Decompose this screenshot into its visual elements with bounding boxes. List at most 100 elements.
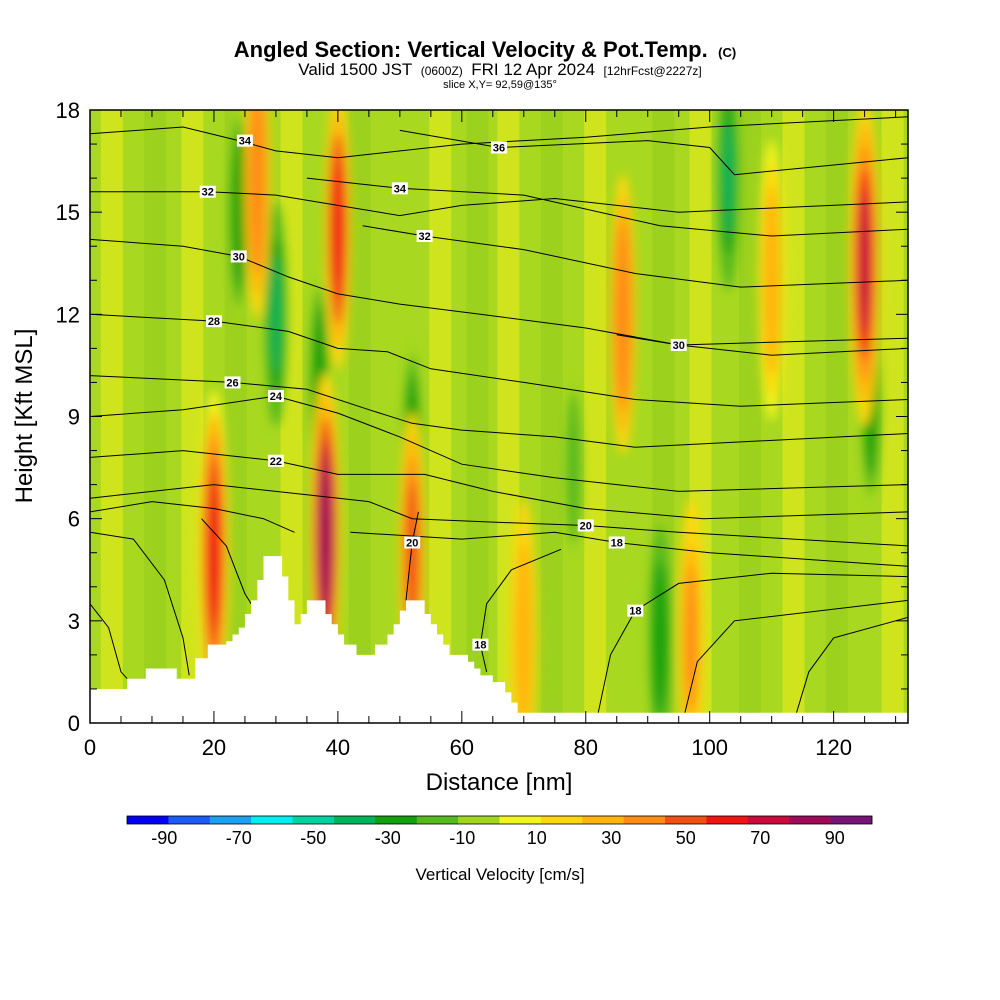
x-tick-label: 60 <box>450 735 474 760</box>
contour-label: 30 <box>233 251 245 263</box>
downdraft-cell <box>723 119 734 237</box>
contour-label-bg <box>627 604 644 617</box>
velocity-band <box>782 110 805 723</box>
updraft-cell <box>331 156 345 303</box>
downdraft-cell <box>233 153 245 271</box>
contour-label: 34 <box>394 183 407 195</box>
slice-info: slice X,Y= 92,59@135° <box>443 79 557 91</box>
contour-label-bg <box>491 141 507 154</box>
colorbar-swatch <box>127 816 169 824</box>
contour-label: 28 <box>208 316 220 328</box>
colorbar-swatch <box>747 816 790 824</box>
y-tick-label: 0 <box>68 711 80 736</box>
contour-label: 32 <box>419 231 431 243</box>
contour-labels: 34 36 32 34 32 30 28 30 26 24 22 20 18 18 18 20 <box>199 134 687 652</box>
velocity-band <box>466 110 489 723</box>
y-tick-label: 18 <box>56 98 80 123</box>
velocity-band <box>100 110 123 723</box>
theta-contour <box>90 375 908 448</box>
contour-label: 34 <box>239 136 252 148</box>
contour-label: 24 <box>270 391 283 403</box>
contour-label: 30 <box>673 340 685 352</box>
updraft-cell <box>616 241 630 388</box>
updraft-cell <box>858 190 871 337</box>
chart-subtitle: Valid 1500 JST (0600Z) FRI 12 Apr 2024 [… <box>298 60 701 79</box>
theta-contour <box>399 129 908 176</box>
updraft-cell <box>406 479 419 626</box>
x-tick-label: 80 <box>574 735 598 760</box>
colorbar-swatch <box>333 816 376 824</box>
theta-contour <box>201 518 252 605</box>
colorbar-swatch <box>168 816 211 824</box>
velocity-band <box>429 110 452 723</box>
valid-time: Valid 1500 JST <box>298 60 412 79</box>
y-tick-label: 15 <box>56 200 80 225</box>
updraft-cell <box>319 462 332 609</box>
theta-contour <box>90 501 295 533</box>
theta-contour <box>90 603 128 680</box>
y-tick-label: 6 <box>68 507 80 532</box>
contour-label-bg <box>224 376 241 389</box>
colorbar-tick-label: 10 <box>527 828 547 848</box>
y-tick-label: 3 <box>68 609 80 634</box>
colorbar-swatch <box>706 816 749 824</box>
forecast-info: [12hrFcst@2227z] <box>604 64 702 78</box>
plot-area <box>90 110 908 723</box>
velocity-band <box>144 110 167 723</box>
x-axis-label: Distance [nm] <box>426 769 573 796</box>
colorbar-swatch <box>292 816 335 824</box>
colorbar-tick-label: -10 <box>449 828 475 848</box>
downdraft-cell <box>654 579 666 697</box>
colorbar-tick-label: -50 <box>300 828 326 848</box>
theta-contour <box>350 531 908 567</box>
title-main: Angled Section: Vertical Velocity & Pot.… <box>234 37 708 62</box>
theta-contour <box>597 572 908 713</box>
colorbar-swatch <box>582 816 624 824</box>
velocity-band <box>181 110 204 723</box>
updraft-cell <box>251 110 264 252</box>
y-tick-label: 12 <box>56 302 80 327</box>
colorbar-tick-label: -90 <box>151 828 177 848</box>
terrain-mask <box>90 556 908 723</box>
y-axis-label: Height [Kft MSL] <box>11 329 38 504</box>
colorbar <box>126 815 873 825</box>
colorbar-tick-label: 70 <box>750 828 770 848</box>
theta-contour <box>796 616 908 713</box>
x-tick-label: 40 <box>326 735 350 760</box>
theta-contour <box>306 177 908 237</box>
theta-contour <box>616 334 908 356</box>
colorbar-swatch <box>499 816 542 824</box>
velocity-band <box>540 110 563 723</box>
velocity-band <box>825 110 848 723</box>
colorbar-tick-label: 50 <box>676 828 696 848</box>
contour-label: 18 <box>629 606 641 618</box>
contour-label: 32 <box>202 187 214 199</box>
velocity-band <box>739 110 762 723</box>
contour-label-bg <box>236 134 253 147</box>
colorbar-tick-label: -70 <box>226 828 252 848</box>
contour-label-bg <box>472 638 489 651</box>
valid-date: FRI 12 Apr 2024 <box>471 60 595 79</box>
contour-label-bg <box>267 454 284 467</box>
contour-label-bg <box>404 536 421 549</box>
updraft-cell <box>517 564 530 711</box>
updraft-cell <box>765 207 778 354</box>
updraft-cell <box>207 479 221 626</box>
x-tick-label: 20 <box>202 735 226 760</box>
contour-label-bg <box>267 390 284 403</box>
theta-contour <box>90 238 908 346</box>
y-tick-label: 9 <box>68 405 80 430</box>
colorbar-swatch <box>458 816 500 824</box>
theta-contour <box>362 225 908 288</box>
contour-label-bg <box>230 250 247 263</box>
x-tick-label: 120 <box>815 735 852 760</box>
colorbar-tick-label: -30 <box>375 828 401 848</box>
contour-label: 18 <box>611 538 623 550</box>
contour-label: 22 <box>270 456 282 468</box>
theta-contour <box>479 548 562 673</box>
colorbar-tick-label: 30 <box>601 828 621 848</box>
contour-label-bg <box>391 182 408 195</box>
theta-contour <box>684 599 908 713</box>
chart-title: Angled Section: Vertical Velocity & Pot.… <box>234 37 736 62</box>
